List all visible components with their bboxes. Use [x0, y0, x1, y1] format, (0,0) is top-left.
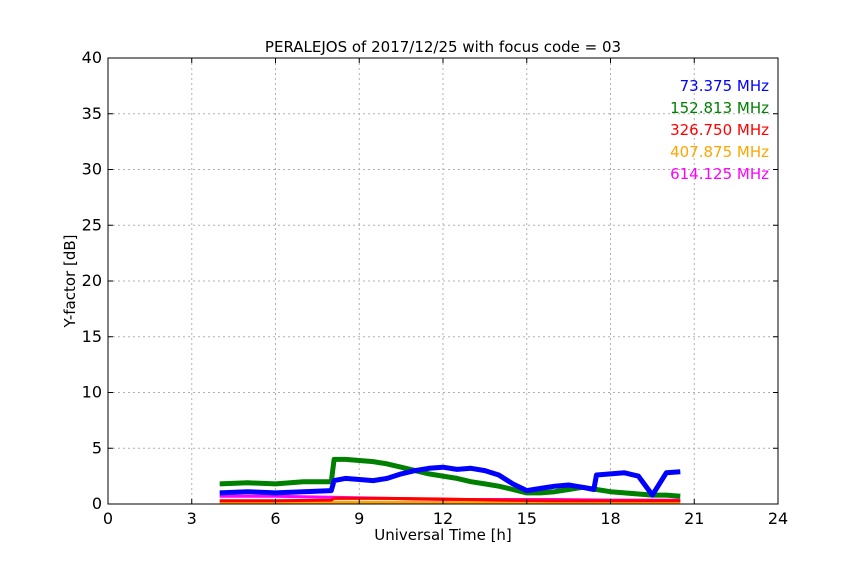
y-tick-label: 20 [82, 271, 102, 290]
axis-ticks: 0 3 6 9 12 15 18 21 24 0 5 10 15 20 25 30 35 40 [82, 48, 789, 528]
x-tick-label: 3 [187, 509, 197, 528]
x-tick-label: 18 [600, 509, 620, 528]
y-tick-label: 25 [82, 215, 102, 234]
grid [108, 58, 778, 504]
y-tick-label: 5 [92, 438, 102, 457]
series-line-3 [219, 496, 681, 503]
series-line-2 [219, 456, 681, 499]
series-line-1 [219, 464, 681, 498]
legend-entry: 326.750 MHz [670, 121, 769, 139]
x-tick-label: 0 [103, 509, 113, 528]
legend-entry: 152.813 MHz [670, 99, 769, 117]
y-tick-label: 40 [82, 48, 102, 67]
y-tick-label: 15 [82, 327, 102, 346]
legend-entry: 407.875 MHz [670, 143, 769, 161]
x-tick-label: 6 [270, 509, 280, 528]
y-tick-label: 0 [92, 494, 102, 513]
x-tick-label: 15 [517, 509, 537, 528]
chart-title: PERALEJOS of 2017/12/25 with focus code … [265, 38, 621, 56]
y-tick-label: 10 [82, 383, 102, 402]
y-tick-label: 35 [82, 104, 102, 123]
x-tick-label: 12 [433, 509, 453, 528]
x-tick-label: 21 [684, 509, 704, 528]
y-tick-label: 30 [82, 160, 102, 179]
x-tick-label: 24 [768, 509, 788, 528]
y-axis-label: Y-factor [dB] [61, 234, 79, 328]
legend-entry: 614.125 MHz [670, 165, 769, 183]
series-layer [219, 456, 681, 504]
legend-entry: 73.375 MHz [680, 77, 769, 95]
legend: 73.375 MHz 152.813 MHz 326.750 MHz 407.875 … [670, 77, 769, 183]
x-axis-label: Universal Time [h] [374, 526, 512, 544]
x-tick-label: 9 [354, 509, 364, 528]
